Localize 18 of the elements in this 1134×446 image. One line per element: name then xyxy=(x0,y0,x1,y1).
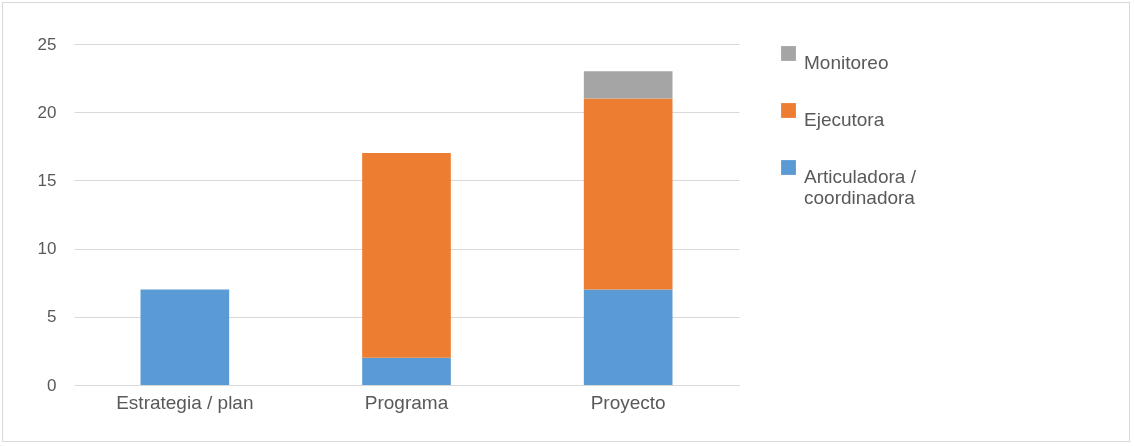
y-tick-label: 0 xyxy=(47,375,57,395)
bar xyxy=(362,153,451,358)
y-tick-label: 5 xyxy=(47,307,57,327)
bar xyxy=(140,289,230,385)
y-tick-label: 25 xyxy=(37,34,57,54)
y-tick-label: 20 xyxy=(37,102,57,122)
y-tick-label: 10 xyxy=(37,239,57,259)
legend-label: Articuladora / coordinadora xyxy=(804,165,917,208)
bar xyxy=(583,289,673,385)
x-tick-label: Programa xyxy=(364,391,449,413)
x-tick-label: Estrategia / plan xyxy=(116,391,254,413)
bar xyxy=(583,98,673,290)
x-tick-label: Proyecto xyxy=(590,391,666,413)
bar xyxy=(362,357,451,385)
legend-label: Monitoreo xyxy=(804,51,889,73)
bar xyxy=(583,71,673,99)
legend-label: Ejecutora xyxy=(804,108,885,130)
y-tick-label: 15 xyxy=(37,170,57,190)
